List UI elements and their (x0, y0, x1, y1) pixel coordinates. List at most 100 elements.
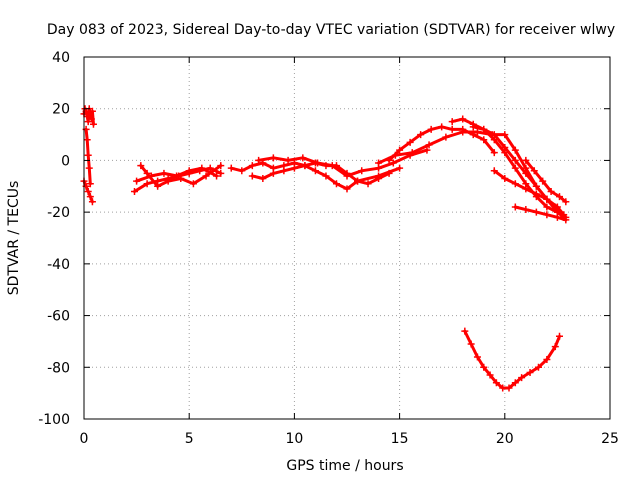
data-point (556, 332, 564, 340)
data-point (185, 167, 193, 175)
data-point (311, 167, 319, 175)
data-point (396, 146, 404, 154)
data-point (322, 172, 330, 180)
data-point (543, 203, 551, 211)
data-point (332, 180, 340, 188)
data-point (160, 169, 168, 177)
x-tick-label: 15 (391, 431, 409, 447)
data-point (522, 185, 530, 193)
axis-ticks (83, 56, 611, 420)
data-point (88, 198, 96, 206)
data-point (84, 151, 92, 159)
data-point (217, 162, 225, 170)
data-point (511, 203, 519, 211)
data-point (530, 167, 538, 175)
data-point (532, 182, 540, 190)
x-tick-label: 5 (185, 431, 194, 447)
data-point (385, 156, 393, 164)
y-tick-label: -40 (47, 257, 70, 273)
y-tick-label: -100 (38, 412, 70, 428)
data-point (511, 379, 519, 387)
y-axis-label: SDTVAR / TECUs (6, 181, 22, 296)
data-point (522, 169, 530, 177)
data-point (391, 151, 399, 159)
data-point (227, 164, 235, 172)
data-point (461, 327, 469, 335)
data-point (473, 353, 481, 361)
series-line (229, 161, 391, 186)
data-point (480, 136, 488, 144)
data-point (154, 182, 162, 190)
data-point (259, 159, 267, 167)
data-point (505, 384, 513, 392)
data-point (301, 162, 309, 170)
data-point (83, 136, 91, 144)
data-point (375, 159, 383, 167)
y-tick-label: 20 (52, 102, 70, 118)
data-point (206, 164, 214, 172)
data-point (562, 216, 570, 224)
data-point (427, 125, 435, 133)
data-point (556, 193, 564, 201)
data-point (417, 131, 425, 139)
data-point (396, 164, 404, 172)
data-point (280, 167, 288, 175)
y-tick-label: -60 (47, 309, 70, 325)
data-point (490, 136, 498, 144)
data-point (284, 156, 292, 164)
data-point (299, 154, 307, 162)
data-point (492, 379, 500, 387)
data-point (88, 107, 96, 115)
x-tick-label: 25 (601, 431, 619, 447)
data-point (259, 175, 267, 183)
data-point (86, 193, 94, 201)
data-point (198, 164, 206, 172)
data-point (480, 125, 488, 133)
data-point (501, 149, 509, 157)
data-point (425, 141, 433, 149)
y-tick-labels: -100 -80 -60 -40 -20 0 20 40 (38, 50, 70, 428)
data-point (551, 343, 559, 351)
data-point (354, 177, 362, 185)
grid-lines (84, 57, 610, 419)
data-point (173, 172, 181, 180)
data-point (406, 138, 414, 146)
data-point (248, 162, 256, 170)
data-point (137, 162, 145, 170)
chart-title: Day 083 of 2023, Sidereal Day-to-day VTE… (47, 22, 615, 38)
data-point (442, 133, 450, 141)
data-point (480, 363, 488, 371)
data-point (322, 162, 330, 170)
data-point (459, 128, 467, 136)
data-point (85, 164, 93, 172)
x-tick-labels: 0 5 10 15 20 25 (80, 431, 619, 447)
data-point (143, 180, 151, 188)
data-point (543, 211, 551, 219)
data-point (501, 131, 509, 139)
data-point (423, 146, 431, 154)
data-point (511, 180, 519, 188)
data-point (177, 175, 185, 183)
data-point (522, 206, 530, 214)
data-point (526, 368, 534, 376)
data-point (290, 164, 298, 172)
data-point (448, 125, 456, 133)
data-point (86, 180, 94, 188)
data-point (469, 131, 477, 139)
data-point (248, 172, 256, 180)
data-point (469, 123, 477, 131)
data-point (522, 156, 530, 164)
data-point (511, 164, 519, 172)
data-point (543, 195, 551, 203)
data-point (532, 208, 540, 216)
data-point (448, 118, 456, 126)
plot-frame (83, 56, 611, 420)
data-point (459, 115, 467, 123)
data-point (438, 123, 446, 131)
data-point (269, 169, 277, 177)
data-point (553, 213, 561, 221)
data-point (343, 172, 351, 180)
data-point (490, 167, 498, 175)
series-line (492, 169, 566, 219)
